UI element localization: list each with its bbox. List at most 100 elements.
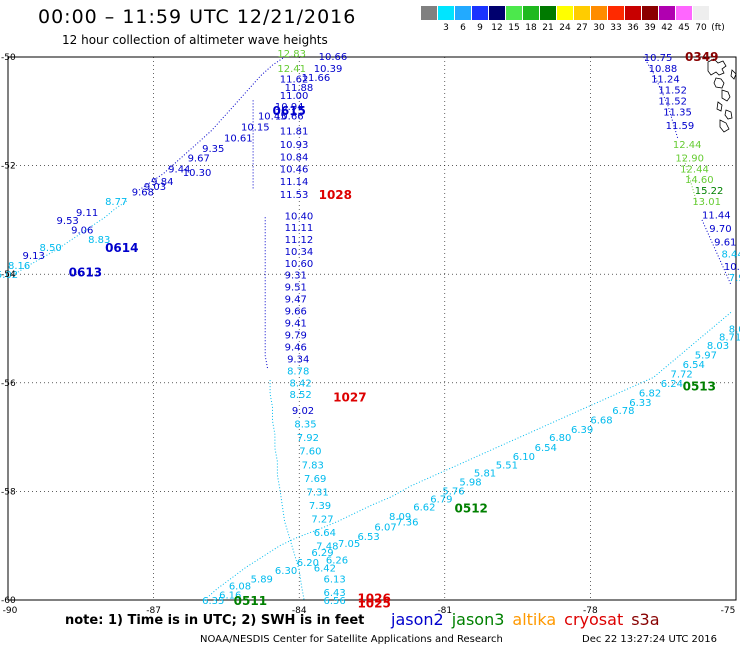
wave-height-value: 5.97 bbox=[695, 351, 717, 362]
footer-note: note: 1) Time is in UTC; 2) SWH is in fe… bbox=[65, 613, 365, 628]
latitude-tick: -52 bbox=[1, 162, 16, 172]
wave-height-value: 14.60 bbox=[685, 175, 714, 186]
wave-height-value: 8.52 bbox=[289, 390, 311, 401]
wave-height-value: 9.11 bbox=[76, 208, 98, 219]
wave-height-value: 12.90 bbox=[675, 153, 704, 164]
wave-height-value: 9.68 bbox=[132, 188, 154, 199]
wave-height-value: 10.66 bbox=[275, 112, 304, 123]
latitude-tick: -54 bbox=[1, 270, 16, 280]
track-line bbox=[643, 56, 679, 139]
longitude-tick-labels: -90 -87 -84 -81 -78 -75 bbox=[3, 606, 736, 616]
wave-height-value: 6.24 bbox=[661, 379, 683, 390]
wave-height-value: 10.88 bbox=[649, 64, 678, 75]
scale-swatch bbox=[506, 6, 522, 20]
scale-swatch bbox=[693, 6, 709, 20]
wave-height-value: 10.30 bbox=[183, 168, 212, 179]
wave-height-value: 6.68 bbox=[590, 416, 612, 427]
track-line bbox=[204, 311, 732, 601]
scale-label: 24 bbox=[559, 23, 571, 33]
wave-height-value: 6.16 bbox=[219, 591, 241, 602]
wave-height-value: 7.05 bbox=[338, 539, 360, 550]
wave-height-value: 10.84 bbox=[280, 152, 309, 163]
scale-label: 3 bbox=[443, 23, 449, 33]
wave-height-value: 11.00 bbox=[280, 91, 309, 102]
wave-height-value: 11.12 bbox=[285, 235, 314, 246]
wave-height-value: 8.78 bbox=[287, 366, 309, 377]
scale-label: 36 bbox=[627, 23, 639, 33]
longitude-tick: -87 bbox=[146, 606, 161, 616]
scale-label: 30 bbox=[593, 23, 605, 33]
wave-height-value: 10.39 bbox=[314, 64, 343, 75]
wave-height-value: 8.35 bbox=[294, 420, 316, 431]
wave-height-value: 11.24 bbox=[651, 75, 680, 86]
wave-height-value: 6.07 bbox=[374, 523, 396, 534]
wave-height-value: 11.35 bbox=[663, 107, 692, 118]
wave-height-value: 7.72 bbox=[670, 370, 692, 381]
wave-height-value: 8.83 bbox=[88, 235, 110, 246]
coastline bbox=[707, 58, 737, 133]
wave-height-value: 8.16 bbox=[8, 261, 30, 272]
wave-height-value: 9.31 bbox=[285, 271, 307, 282]
map-frame bbox=[7, 56, 737, 601]
wave-height-value: 9.51 bbox=[285, 283, 307, 294]
wave-height-value: 6.29 bbox=[311, 548, 333, 559]
wave-height-value: 6.79 bbox=[430, 494, 452, 505]
wave-height-value: 7.27 bbox=[311, 515, 333, 526]
longitude-tick: -90 bbox=[3, 606, 18, 616]
wave-height-value: 11.59 bbox=[666, 121, 695, 132]
wave-height-value: 10.45 bbox=[258, 112, 287, 123]
wave-height-value: 8.77 bbox=[105, 197, 127, 208]
scale-label: 9 bbox=[477, 23, 483, 33]
wave-height-value: 9.53 bbox=[57, 216, 79, 227]
longitude-tick: -84 bbox=[292, 606, 307, 616]
wave-height-value: 6.43 bbox=[323, 588, 345, 599]
wave-height-value: 6.30 bbox=[275, 566, 297, 577]
track-line bbox=[682, 154, 698, 204]
scale-label: 15 bbox=[508, 23, 520, 33]
wave-height-value: 9.41 bbox=[285, 319, 307, 330]
wave-height-value: 7.83 bbox=[302, 460, 324, 471]
wave-height-labels: 12.83 10.66 12.41 10.39 11.6211.6611.8811.00… bbox=[0, 49, 740, 607]
latitude-tick: -60 bbox=[1, 596, 16, 606]
wave-height-value: 11.14 bbox=[280, 177, 309, 188]
wave-height-value: 11.11 bbox=[285, 223, 314, 234]
wave-height-value: 6.35 bbox=[202, 596, 224, 607]
wave-height-value: 10.40 bbox=[285, 212, 314, 223]
wave-height-value: 5.76 bbox=[442, 486, 464, 497]
wave-height-value: 6.78 bbox=[612, 406, 634, 417]
scale-swatch bbox=[659, 6, 675, 20]
scale-swatch bbox=[438, 6, 454, 20]
wave-height-value: 15.22 bbox=[695, 186, 724, 197]
wave-height-value: 5.02 bbox=[0, 270, 18, 281]
track-line bbox=[264, 217, 269, 370]
wave-height-value: 9.70 bbox=[709, 224, 731, 235]
wave-height-value: 8.71 bbox=[719, 333, 740, 344]
wave-height-value: 5.98 bbox=[459, 478, 481, 489]
latitude-tick: -58 bbox=[1, 487, 16, 497]
wave-height-value: 6.82 bbox=[639, 389, 661, 400]
wave-height-value: 6.53 bbox=[357, 532, 379, 543]
wave-height-value: 7.48 bbox=[316, 542, 338, 553]
wave-height-value: 9.13 bbox=[23, 251, 45, 262]
wave-height-value: 6.08 bbox=[229, 581, 251, 592]
scale-swatch bbox=[574, 6, 590, 20]
wave-height-value: 5.81 bbox=[474, 468, 496, 479]
scale-label: 33 bbox=[610, 23, 622, 33]
wave-height-value: 6.62 bbox=[413, 503, 435, 514]
generated-timestamp: Dec 22 13:27:24 UTC 2016 bbox=[582, 634, 717, 645]
wave-height-value: 7.92 bbox=[297, 433, 319, 444]
wave-height-value: 8.09 bbox=[389, 512, 411, 523]
wave-height-value: 10.93 bbox=[280, 140, 309, 151]
pass-time-label: 1027 bbox=[333, 390, 366, 404]
pass-time-label: 0513 bbox=[683, 380, 716, 394]
wave-height-value: 10.46 bbox=[280, 164, 309, 175]
wave-height-value: 8.09 bbox=[729, 325, 740, 336]
legend-altika: altika bbox=[512, 610, 557, 629]
longitude-tick: -78 bbox=[583, 606, 598, 616]
scale-swatch bbox=[676, 6, 692, 20]
pass-time-label: 1028 bbox=[319, 188, 352, 202]
map-title: 00:00 – 11:59 UTC 12/21/2016 bbox=[38, 6, 357, 28]
wave-height-value: 7.97 bbox=[729, 273, 740, 284]
pass-time-label: 0512 bbox=[455, 502, 488, 516]
